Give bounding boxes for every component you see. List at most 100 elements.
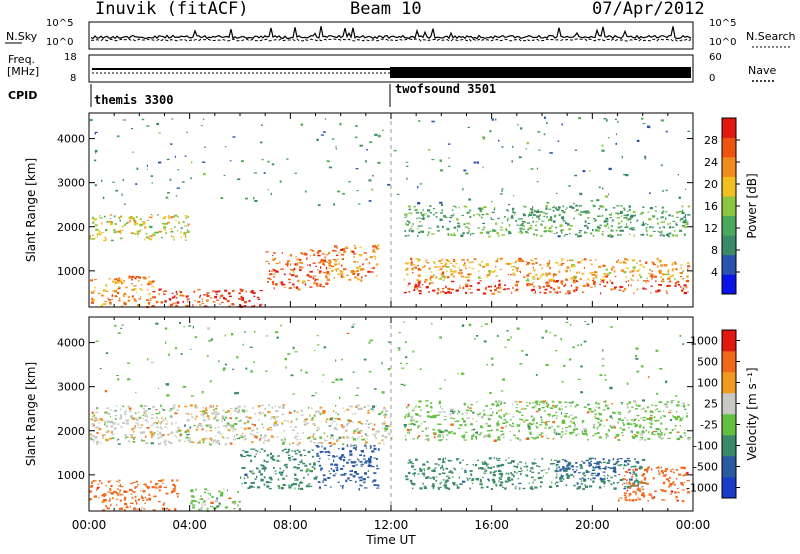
- scatter-cell: [325, 254, 329, 256]
- scatter-cell: [209, 493, 211, 496]
- scatter-cell: [185, 304, 189, 308]
- scatter-cell: [135, 502, 138, 505]
- scatter-cell: [129, 220, 132, 222]
- scatter-cell: [94, 149, 98, 153]
- scatter-cell: [210, 297, 213, 299]
- scatter-cell: [365, 435, 369, 437]
- scatter-cell: [641, 492, 644, 495]
- scatter-cell: [682, 474, 685, 477]
- scatter-cell: [528, 227, 533, 230]
- scatter-cell: [347, 459, 352, 461]
- scatter-cell: [139, 223, 143, 227]
- scatter-cell: [511, 291, 513, 294]
- scatter-cell: [553, 459, 557, 461]
- scatter-cell: [436, 476, 438, 478]
- scatter-cell: [479, 209, 482, 213]
- scatter-cell: [198, 442, 200, 444]
- scatter-cell: [439, 486, 442, 488]
- scatter-cell: [630, 431, 633, 433]
- scatter-cell: [227, 410, 230, 413]
- scatter-cell: [406, 165, 409, 167]
- scatter-cell: [240, 426, 243, 428]
- scatter-cell: [344, 246, 348, 248]
- scatter-cell: [120, 327, 123, 329]
- colorbar-swatch: [722, 435, 736, 457]
- scatter-cell: [125, 422, 129, 425]
- scatter-cell: [204, 409, 208, 412]
- scatter-cell: [548, 218, 552, 222]
- scatter-cell: [362, 458, 366, 460]
- scatter-cell: [444, 480, 449, 483]
- scatter-cell: [675, 222, 677, 225]
- scatter-cell: [628, 401, 632, 404]
- scatter-cell: [492, 480, 496, 483]
- scatter-cell: [423, 475, 425, 477]
- scatter-cell: [199, 410, 203, 412]
- scatter-cell: [563, 478, 565, 480]
- scatter-cell: [459, 270, 462, 272]
- scatter-cell: [438, 473, 442, 475]
- scatter-cell: [177, 169, 180, 171]
- scatter-cell: [432, 428, 435, 431]
- scatter-cell: [549, 332, 552, 334]
- scatter-cell: [135, 291, 137, 293]
- scatter-cell: [561, 263, 565, 265]
- scatter-cell: [330, 437, 332, 439]
- time-tick-label: 08:00: [273, 518, 308, 532]
- scatter-cell: [355, 448, 357, 451]
- scatter-cell: [665, 217, 667, 220]
- scatter-cell: [633, 482, 636, 485]
- scatter-cell: [483, 340, 487, 343]
- scatter-cell: [568, 259, 572, 261]
- scatter-cell: [513, 194, 515, 197]
- scatter-cell: [461, 324, 465, 327]
- scatter-cell: [662, 216, 665, 219]
- scatter-cell: [563, 364, 566, 367]
- scatter-cell: [535, 221, 539, 223]
- scatter-cell: [650, 275, 654, 278]
- scatter-cell: [341, 254, 345, 256]
- scatter-cell: [512, 403, 514, 406]
- scatter-cell: [115, 278, 118, 280]
- scatter-cell: [146, 498, 148, 501]
- scatter-cell: [202, 161, 206, 163]
- scatter-cell: [660, 216, 662, 219]
- scatter-cell: [115, 231, 119, 233]
- scatter-cell: [611, 267, 614, 269]
- scatter-cell: [283, 435, 285, 438]
- scatter-cell: [629, 227, 632, 230]
- scatter-cell: [357, 273, 360, 275]
- scatter-cell: [373, 479, 377, 482]
- scatter-cell: [130, 502, 134, 505]
- scatter-cell: [432, 486, 435, 490]
- scatter-cell: [111, 430, 114, 432]
- scatter-cell: [656, 419, 660, 422]
- scatter-cell: [512, 475, 515, 478]
- scatter-cell: [662, 234, 665, 237]
- scatter-cell: [559, 264, 564, 266]
- scatter-cell: [456, 458, 458, 461]
- scatter-cell: [452, 275, 455, 278]
- scatter-cell: [449, 262, 453, 264]
- scatter-cell: [410, 261, 413, 264]
- scatter-cell: [335, 359, 337, 362]
- scatter-cell: [529, 283, 533, 286]
- scatter-cell: [354, 413, 357, 415]
- scatter-cell: [194, 300, 196, 302]
- scatter-cell: [602, 265, 606, 267]
- scatter-cell: [263, 483, 266, 486]
- scatter-cell: [548, 467, 550, 471]
- scatter-cell: [360, 407, 363, 410]
- scatter-cell: [224, 443, 227, 446]
- scatter-cell: [189, 426, 192, 429]
- scatter-cell: [531, 288, 535, 291]
- scatter-cell: [564, 413, 568, 415]
- scatter-cell: [676, 431, 680, 433]
- scatter-cell: [445, 285, 447, 288]
- scatter-cell: [152, 435, 155, 437]
- scatter-cell: [432, 261, 436, 263]
- scatter-cell: [540, 432, 544, 434]
- scatter-cell: [149, 235, 153, 237]
- scatter-cell: [583, 474, 587, 477]
- scatter-cell: [661, 212, 664, 215]
